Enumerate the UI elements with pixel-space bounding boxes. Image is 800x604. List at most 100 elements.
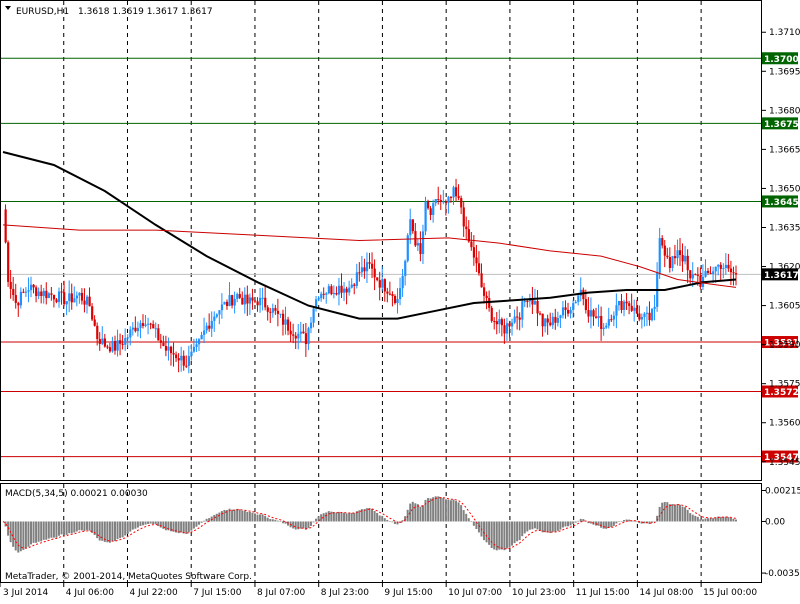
macd-histogram-bar: [569, 521, 572, 526]
macd-histogram-bar: [523, 521, 526, 534]
bear-candle-body: [503, 325, 506, 334]
macd-histogram-bar: [236, 508, 239, 522]
macd-histogram-bar: [686, 509, 689, 522]
bear-candle-body: [208, 325, 211, 329]
macd-histogram-bar: [518, 521, 521, 541]
macd-histogram-bar: [477, 521, 480, 533]
macd-histogram-bar: [200, 521, 203, 523]
bear-candle-body: [628, 303, 631, 306]
bear-candle-body: [388, 293, 392, 295]
bear-candle-body: [157, 328, 160, 341]
macd-histogram-bar: [24, 521, 27, 549]
macd-histogram-bar: [302, 521, 305, 529]
bear-candle-body: [159, 340, 162, 343]
macd-histogram-bar: [42, 521, 45, 540]
bear-candle-body: [287, 319, 290, 331]
macd-histogram-bar: [691, 514, 694, 522]
bear-candle-body: [707, 270, 710, 273]
bear-candle-body: [475, 257, 478, 264]
macd-histogram-bar: [218, 512, 221, 522]
current-price-label: 1.3617: [764, 271, 799, 281]
bear-candle-body: [427, 201, 430, 209]
axis-layer: 3 Jul 2014 4 Jul 06:00 4 Jul 22:00 7 Jul 15…: [0, 28, 800, 598]
macd-histogram-bar: [643, 521, 646, 524]
y-tick-label: 1.3665: [769, 145, 800, 155]
bear-candle-body: [635, 307, 638, 314]
macd-histogram-bar: [355, 511, 358, 522]
macd-histogram-bar: [294, 521, 297, 530]
bear-candle-body: [292, 334, 295, 336]
horizontal-levels-layer[interactable]: 1.36171.37001.36751.36451.35911.35721.35…: [1, 52, 799, 463]
bear-candle-body: [121, 343, 124, 345]
macd-histogram-bar: [467, 518, 470, 522]
x-tick-label: 15 Jul 00:00: [703, 588, 757, 598]
bull-candle-body: [559, 315, 562, 319]
x-tick-label: 14 Jul 08:00: [639, 588, 693, 598]
bull-candle-body: [154, 328, 157, 330]
bull-candle-body: [513, 316, 516, 323]
macd-histogram-bar: [116, 521, 119, 540]
x-tick-label: 8 Jul 07:00: [257, 588, 306, 598]
bull-candle-body: [343, 288, 346, 293]
bear-candle-body: [172, 353, 175, 355]
bull-candle-body: [605, 325, 608, 328]
macd-histogram-bar: [307, 521, 310, 528]
bear-candle-body: [152, 324, 155, 329]
ma-slow-line: [2, 151, 737, 320]
y-tick-label: 1.3590: [769, 341, 800, 351]
macd-histogram-bar: [648, 521, 651, 524]
bull-candle-body: [29, 284, 33, 291]
triangle-down-icon[interactable]: [5, 6, 11, 10]
bear-candle-body: [330, 286, 333, 295]
bear-candle-body: [83, 300, 86, 305]
macd-histogram-bar: [427, 498, 430, 522]
macd-histogram-bar: [78, 521, 81, 531]
macd-histogram-bar: [175, 521, 178, 533]
macd-histogram-bar: [213, 514, 216, 522]
bull-candle-body: [223, 301, 226, 305]
macd-histogram-bar: [376, 512, 379, 522]
bull-candle-body: [350, 284, 353, 288]
macd-histogram-bar: [63, 521, 66, 536]
bull-candle-body: [447, 196, 450, 203]
macd-histogram-bar: [348, 513, 351, 522]
bear-candle-body: [694, 274, 697, 276]
y-tick-label: 1.3710: [769, 28, 800, 38]
macd-title: MACD(5,34,5) 0.00021 0.00030: [5, 489, 148, 499]
macd-histogram-bar: [141, 521, 144, 526]
macd-histogram-bar: [549, 521, 552, 534]
macd-histogram-bar: [658, 506, 661, 522]
macd-histogram-bar: [60, 521, 63, 535]
bull-candle-body: [432, 203, 435, 216]
macd-histogram-bar: [406, 509, 409, 522]
macd-histogram-bar: [689, 513, 692, 522]
macd-histogram-bar: [516, 521, 519, 542]
bull-candle-body: [73, 298, 76, 303]
macd-histogram-bar: [505, 521, 508, 549]
bull-candle-body: [213, 316, 216, 321]
bear-candle-body: [681, 254, 684, 262]
macd-histogram-bar: [360, 509, 363, 522]
macd-histogram-bar: [500, 521, 503, 550]
macd-y-tick-label: 0.00: [765, 517, 785, 527]
x-tick-label: 8 Jul 23:00: [321, 588, 370, 598]
bear-candle-body: [177, 358, 180, 361]
macd-histogram-bar: [528, 521, 531, 530]
level-price-label: 1.3645: [764, 198, 799, 208]
bear-candle-body: [378, 280, 381, 288]
bear-candle-body: [567, 309, 570, 314]
bear-candle-body: [480, 273, 483, 288]
bear-candle-body: [60, 291, 63, 293]
symbol-timeframe-label: EURUSD,H1: [16, 7, 69, 17]
macd-histogram-bar: [447, 499, 450, 522]
macd-histogram-bar: [416, 504, 419, 522]
bear-candle-body: [276, 310, 280, 314]
macd-histogram-bar: [119, 521, 122, 539]
macd-histogram-bar: [511, 521, 514, 546]
bull-candle-body: [187, 356, 190, 366]
macd-histogram-bar: [124, 521, 127, 536]
bear-candle-body: [52, 294, 56, 300]
macd-histogram-bar: [442, 498, 445, 522]
